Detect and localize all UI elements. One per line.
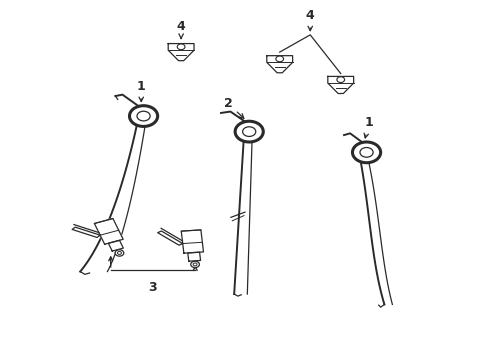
Text: 4: 4 [305, 9, 314, 31]
Circle shape [177, 44, 184, 50]
Text: 1: 1 [364, 117, 372, 138]
Text: 3: 3 [148, 281, 157, 294]
Circle shape [193, 263, 197, 266]
Circle shape [190, 261, 199, 267]
Circle shape [336, 77, 344, 82]
Polygon shape [72, 227, 100, 238]
Polygon shape [168, 44, 194, 61]
Polygon shape [266, 56, 292, 73]
Polygon shape [187, 252, 200, 261]
Polygon shape [181, 230, 203, 253]
Text: 1: 1 [137, 80, 145, 102]
Polygon shape [94, 219, 123, 244]
Polygon shape [157, 231, 183, 245]
Text: 2: 2 [223, 97, 244, 118]
Circle shape [117, 252, 121, 255]
Polygon shape [108, 240, 123, 251]
Text: 4: 4 [176, 20, 185, 39]
Circle shape [115, 250, 123, 256]
Polygon shape [327, 76, 353, 94]
Circle shape [275, 56, 283, 62]
